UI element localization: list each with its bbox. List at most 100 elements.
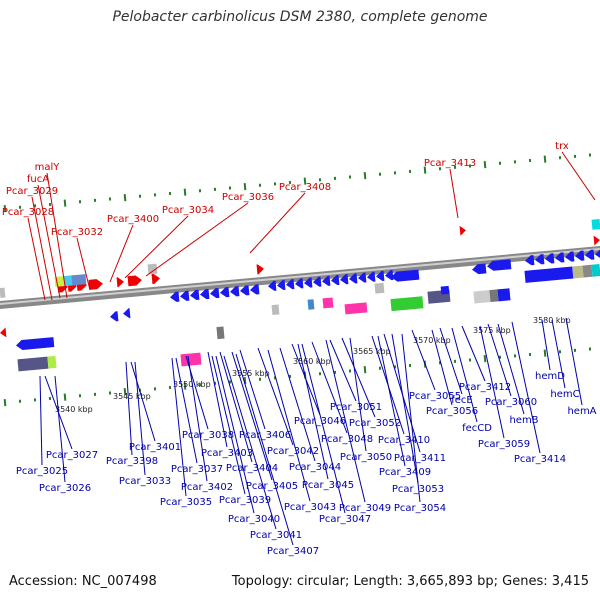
outer-tick-mark [288,180,292,185]
inner-tick-mark [363,366,367,374]
outer-tick-mark [3,205,7,213]
reverse-gene-label-connector [411,329,436,391]
outer-tick-mark [573,154,577,158]
inner-tick-mark [93,392,97,396]
gene-block [473,289,493,304]
inner-tick-mark [18,399,22,403]
reverse-gene-label: fecCD [462,423,492,434]
reverse-gene-label-connector [511,321,541,454]
reverse-gene-label-connector [130,361,156,442]
reverse-gene-label-connector [341,337,376,418]
outer-tick-mark [228,186,232,190]
reverse-gene-arrow [250,284,260,295]
reverse-gene-arrow [200,288,210,300]
outer-tick-mark [513,160,517,164]
reverse-gene-label-connector [54,375,66,483]
inner-tick-mark [318,372,322,376]
outer-tick-mark [33,204,37,208]
reverse-gene-label-connector [451,327,478,423]
inner-tick-mark [483,355,487,363]
outer-tick-mark [483,161,487,169]
outer-tick-mark [123,194,127,202]
gene-block [591,264,600,277]
reverse-gene-arrow [487,259,512,271]
reverse-gene-label: hemA [567,406,596,417]
gene-block [440,285,450,295]
reverse-gene-arrow [180,290,190,301]
gene-block [216,326,225,340]
forward-gene-label-connector [561,151,596,201]
reverse-gene-label-connector [175,357,198,464]
forward-gene-label-connector [76,237,91,291]
scale-label: 3545 kbp [113,392,151,401]
reverse-gene-label: Pcar_3412 [459,382,511,393]
reverse-gene-arrow [190,289,200,301]
outer-tick-mark [423,166,427,174]
outer-tick-mark [318,178,322,182]
reverse-gene-label: Pcar_3049 [339,503,391,514]
inner-tick-mark [573,348,577,352]
outer-tick-mark [333,176,337,180]
reverse-gene-label-connector [215,355,255,514]
outer-tick-mark [393,171,397,175]
forward-gene-label-connector [27,217,46,301]
inner-tick-mark [348,369,352,373]
reverse-gene-label-connector [207,351,228,448]
inner-tick-mark [408,363,412,368]
reverse-gene-label: Pcar_3039 [219,495,271,506]
reverse-gene-label-connector [541,319,551,371]
scale-label: 3555 kbp [232,369,270,378]
reverse-gene-label-connector [279,347,316,462]
reverse-gene-label: Pcar_3045 [302,480,354,491]
forward-gene-label: Pcar_3036 [222,192,274,203]
reverse-gene-label-connector [171,357,187,497]
reverse-gene-arrow [358,272,367,283]
gene-block [582,264,593,278]
reverse-gene-label: hemD [535,371,565,382]
reverse-gene-arrow [286,279,295,290]
reverse-gene-label: Pcar_3033 [119,476,171,487]
forward-gene-label: Pcar_3400 [107,214,159,225]
reverse-gene-label: Pcar_3027 [46,450,98,461]
reverse-gene-arrow [391,269,420,282]
reverse-gene-label-connector [391,333,419,484]
reverse-gene-label: Pcar_3050 [340,452,392,463]
forward-gene-label-connector [124,215,189,279]
gene-block [71,274,87,286]
reverse-gene-label: Pcar_3059 [478,439,530,450]
reverse-gene-label-connector [431,329,453,406]
reverse-gene-arrow [585,249,595,260]
reverse-gene-label-connector [325,339,366,503]
outer-tick-mark [363,172,367,180]
reverse-gene-label-connector [551,319,566,389]
outer-tick-mark [528,158,532,163]
reverse-gene-label-connector [187,355,208,482]
scale-label: 3570 kbp [413,336,451,345]
gene-block [147,263,158,275]
outer-tick-mark [498,161,502,165]
outer-tick-mark [153,193,157,197]
gene-block [497,288,511,302]
forward-gene-label-connector [249,192,306,254]
reverse-gene-label-connector [134,361,146,476]
reverse-gene-label-connector [329,339,357,402]
gene-block [524,266,574,283]
gene-block [0,287,6,298]
gene-block [489,289,499,303]
outer-tick-mark [468,164,472,168]
forward-gene-arrow [593,235,600,246]
gene-block [63,275,75,287]
reverse-gene-label: Pcar_3046 [294,416,346,427]
reverse-gene-arrow [565,251,575,262]
forward-gene-arrow [459,225,466,236]
scale-label: 3540 kbp [55,405,93,414]
reverse-gene-label-connector [219,351,253,463]
reverse-gene-label: Pcar_3038 [182,430,234,441]
inner-tick-mark [33,398,37,402]
reverse-gene-label-connector [439,327,463,395]
inner-tick-mark [123,388,127,396]
outer-tick-mark [408,169,412,174]
reverse-gene-label-connector [461,325,486,382]
forward-gene-label: Pcar_3028 [2,207,54,218]
